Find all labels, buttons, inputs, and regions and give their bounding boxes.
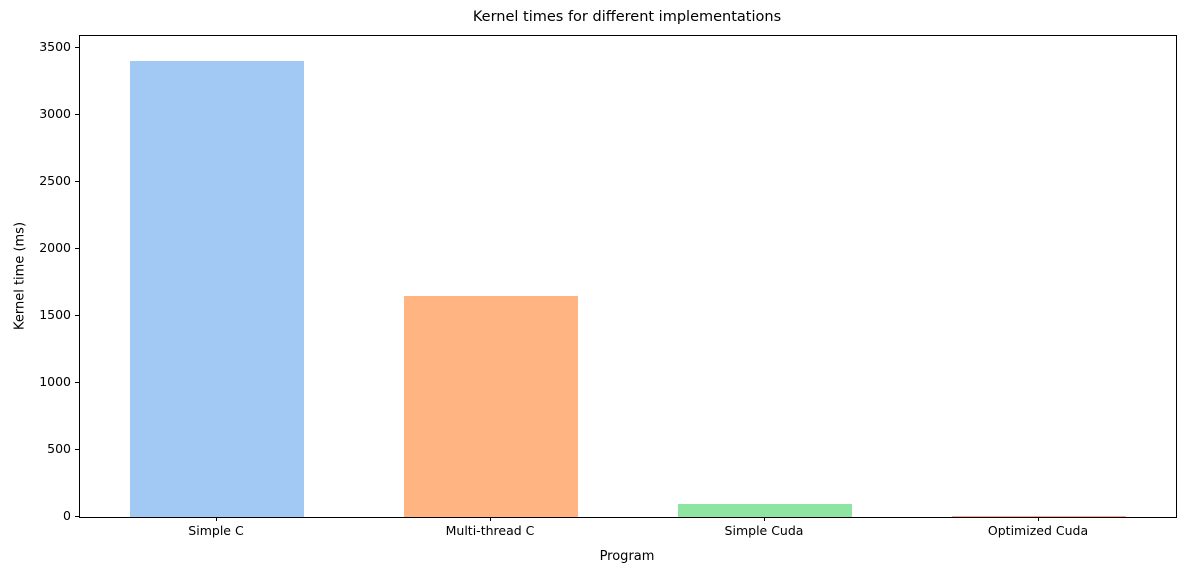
bar-optimized-cuda [952, 515, 1126, 517]
x-tick-mark [764, 517, 765, 521]
y-tick-label: 0 [63, 508, 71, 523]
x-tick-label: Simple Cuda [724, 523, 804, 538]
y-tick-label: 1000 [39, 374, 71, 390]
x-tick-label: Multi-thread C [445, 523, 535, 538]
x-tick-mark [1038, 517, 1039, 521]
y-tick-mark [75, 315, 79, 317]
x-axis-label: Program [599, 549, 655, 564]
y-tick-label: 2500 [39, 173, 71, 189]
x-tick-label: Simple C [188, 523, 244, 538]
y-tick-mark [75, 114, 79, 116]
y-tick-mark [75, 181, 79, 183]
y-tick-mark [75, 449, 79, 450]
y-tick-mark [75, 516, 79, 517]
y-tick-mark [75, 248, 79, 250]
chart-title: Kernel times for different implementatio… [472, 9, 782, 25]
bar-simple-c [130, 61, 304, 517]
x-tick-mark [216, 517, 217, 521]
y-tick-mark [75, 47, 79, 49]
y-tick-mark [75, 382, 79, 384]
x-tick-label: Optimized Cuda [987, 523, 1089, 538]
bar-multi-thread-c [404, 295, 578, 517]
y-tick-label: 3500 [39, 39, 71, 55]
y-tick-label: 500 [47, 441, 71, 456]
y-tick-label: 3000 [39, 106, 71, 122]
bar-simple-cuda [678, 503, 852, 517]
x-tick-mark [490, 517, 491, 521]
y-tick-label: 2000 [39, 240, 71, 256]
y-tick-label: 1500 [39, 307, 71, 323]
plot-area [79, 35, 1177, 518]
